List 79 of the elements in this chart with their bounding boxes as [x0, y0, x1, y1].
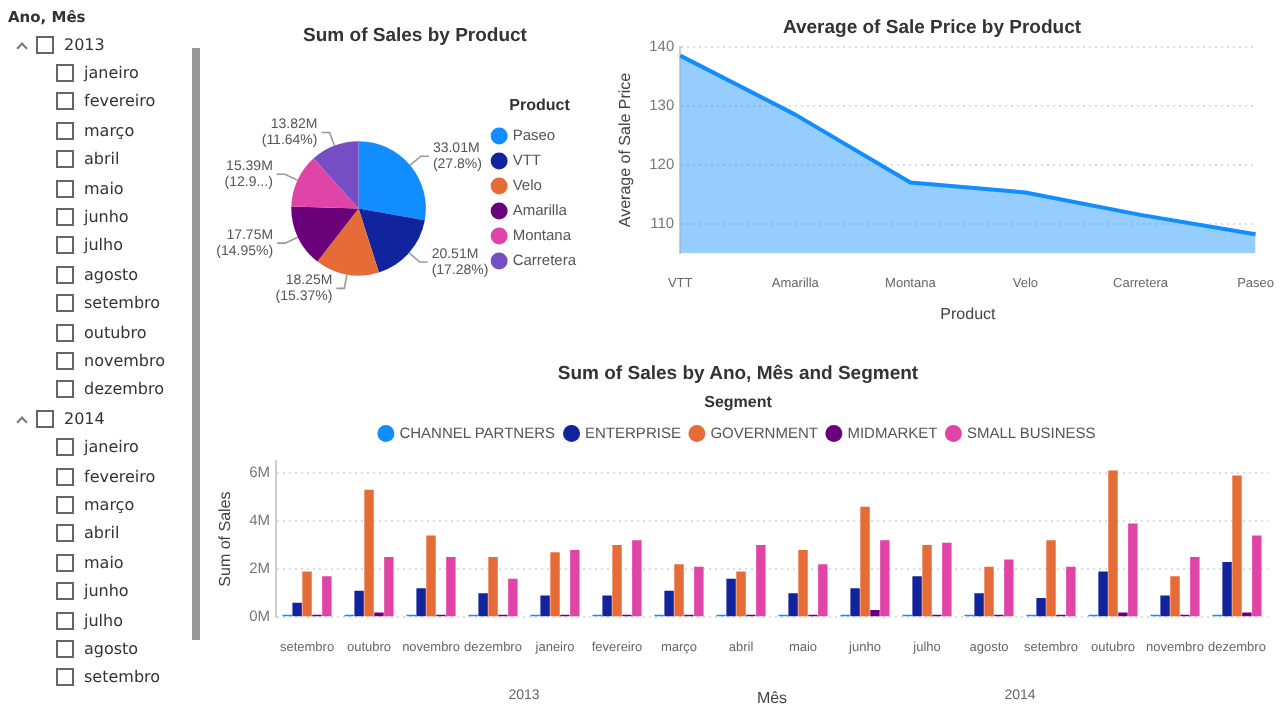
bar	[1098, 571, 1108, 617]
bar	[736, 571, 746, 617]
text: janeiro	[84, 64, 139, 83]
y-axis-title: Sum of Sales	[216, 491, 235, 587]
bar	[674, 564, 684, 617]
bar	[1046, 540, 1056, 617]
bar	[850, 588, 860, 617]
bar	[880, 540, 890, 617]
bar	[570, 549, 580, 617]
bar	[354, 590, 364, 617]
bar	[1108, 470, 1118, 617]
bar	[922, 545, 932, 617]
text: setembro	[84, 668, 161, 687]
bar	[694, 566, 704, 617]
text: julho	[84, 236, 123, 255]
text: maio	[84, 179, 124, 198]
bar	[302, 571, 312, 617]
bar	[756, 545, 766, 617]
chart-title: Average of Sale Price by Product	[782, 16, 1083, 39]
bar	[426, 535, 436, 617]
bar	[1160, 595, 1170, 617]
bar	[788, 593, 798, 617]
bar	[798, 549, 808, 617]
bar	[550, 552, 560, 617]
bar	[1004, 559, 1014, 617]
text: fevereiro	[84, 467, 156, 486]
bar	[1170, 576, 1180, 617]
bar	[488, 557, 498, 617]
text: janeiro	[84, 438, 139, 457]
bar	[942, 542, 952, 617]
legend-title: Product	[509, 95, 571, 114]
bar	[1066, 566, 1076, 617]
text: 2013	[64, 35, 105, 54]
bar	[726, 578, 736, 617]
bar	[540, 595, 550, 617]
bar	[1128, 523, 1138, 617]
chart-title: Sum of Sales by Product	[303, 24, 529, 47]
x-axis-title: Mês	[756, 688, 788, 707]
text: março	[84, 495, 135, 514]
bar	[1190, 557, 1200, 617]
text: maio	[84, 553, 124, 572]
bar	[1232, 475, 1242, 617]
text: abril	[84, 150, 120, 169]
text: setembro	[84, 294, 161, 313]
text: abril	[84, 524, 120, 543]
text: junho	[84, 582, 129, 601]
text: dezembro	[84, 380, 164, 399]
text: fevereiro	[84, 92, 156, 111]
chart-title: Sum of Sales by Ano, Mês and Segment	[557, 362, 920, 385]
text: outubro	[84, 323, 147, 342]
bar	[416, 588, 426, 617]
bar	[1222, 561, 1232, 617]
text: 2014	[64, 409, 105, 428]
bar	[974, 593, 984, 617]
bar	[602, 595, 612, 617]
bar	[818, 564, 828, 617]
bar	[984, 566, 994, 617]
x-axis-title: Product	[940, 304, 998, 323]
legend-title: Segment	[704, 393, 773, 412]
bar	[1252, 535, 1262, 617]
bar	[508, 578, 518, 617]
bar	[292, 602, 302, 617]
bar	[912, 576, 922, 617]
bar	[322, 576, 332, 617]
bar	[384, 557, 394, 617]
bar	[664, 590, 674, 617]
text: junho	[84, 208, 129, 227]
bar	[860, 506, 870, 617]
bar	[612, 545, 622, 617]
bar	[632, 540, 642, 617]
text: novembro	[84, 351, 165, 370]
bar	[478, 593, 488, 617]
bar	[364, 489, 374, 617]
bar	[870, 609, 880, 617]
y-axis-title: Average of Sale Price	[616, 71, 635, 228]
bar	[1036, 597, 1046, 617]
text: julho	[84, 611, 123, 629]
bar	[446, 557, 456, 617]
text: março	[84, 121, 135, 140]
